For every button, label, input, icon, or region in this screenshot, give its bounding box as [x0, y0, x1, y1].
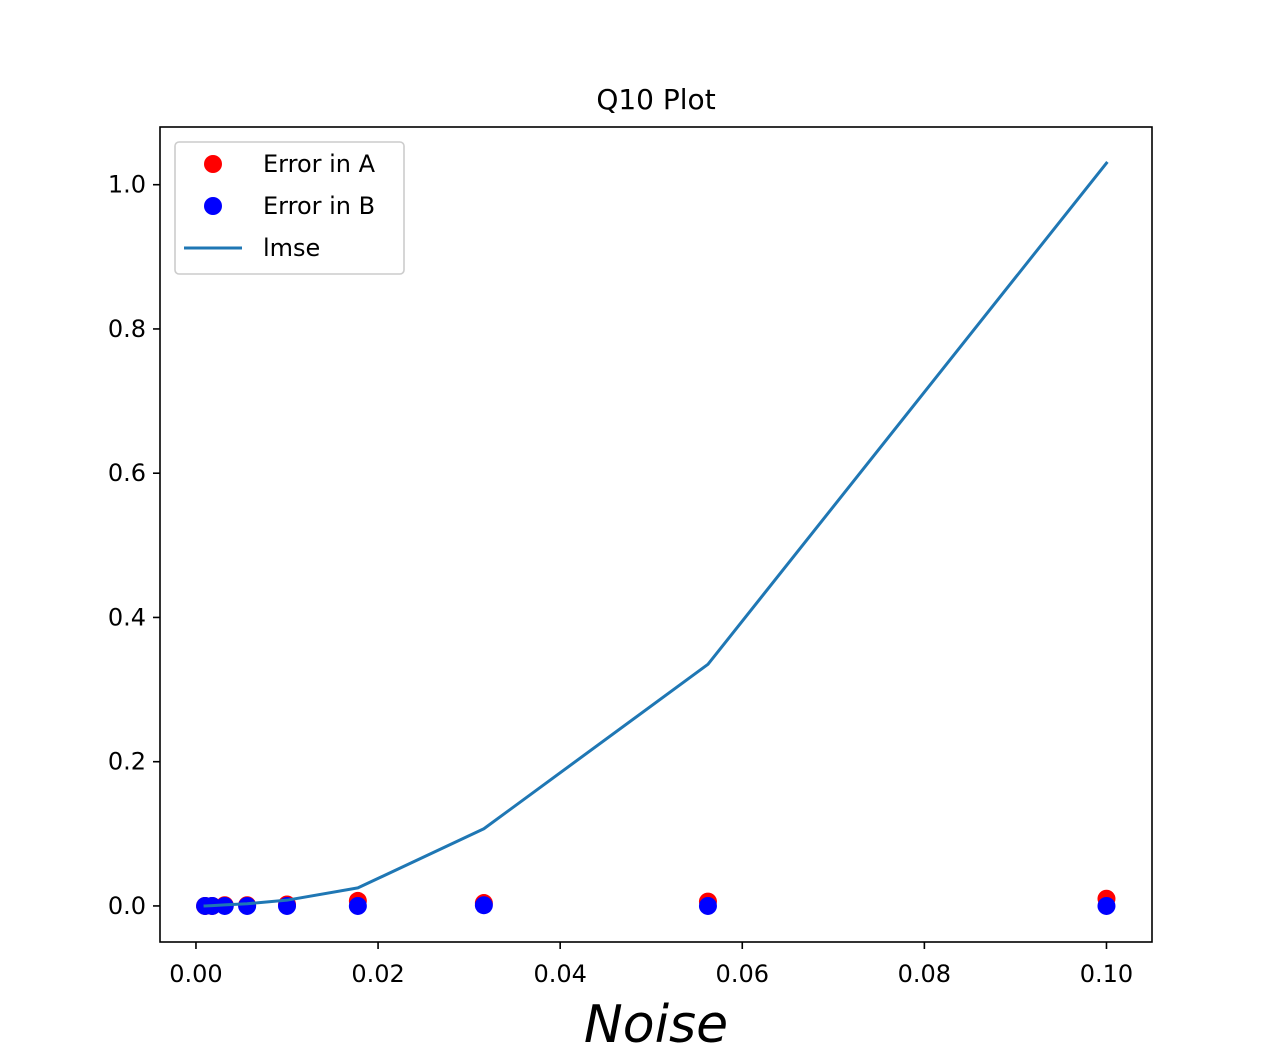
- chart-title: Q10 Plot: [596, 83, 715, 116]
- y-tick-label: 0.2: [108, 748, 146, 776]
- legend-label: Error in A: [263, 150, 376, 178]
- series-lmse: [203, 160, 1109, 908]
- data-point: [238, 896, 257, 915]
- x-tick-label: 0.00: [169, 960, 222, 988]
- plot-area: [196, 160, 1116, 915]
- x-tick-label: 0.10: [1080, 960, 1133, 988]
- y-tick-label: 0.4: [108, 603, 146, 631]
- y-tick-label: 1.0: [108, 171, 146, 199]
- data-point: [474, 896, 493, 915]
- x-tick-label: 0.04: [533, 960, 586, 988]
- legend: Error in A Error in B lmse: [174, 141, 405, 275]
- series-line: [203, 160, 1109, 908]
- axes-frame: [159, 126, 1153, 943]
- data-point: [1097, 896, 1116, 915]
- x-tick-label: 0.02: [351, 960, 404, 988]
- x-tick-label: 0.08: [898, 960, 951, 988]
- x-axis: 0.00 0.02 0.04 0.06 0.08 0.10: [169, 942, 1133, 988]
- legend-marker-swatch: [204, 197, 222, 215]
- y-tick-label: 0.0: [108, 892, 146, 920]
- legend-label: Error in B: [263, 192, 375, 220]
- legend-marker-swatch: [204, 155, 222, 173]
- y-axis: 0.0 0.2 0.4 0.6 0.8 1.0: [108, 171, 160, 920]
- data-point: [348, 896, 367, 915]
- data-point: [698, 896, 717, 915]
- series-error-in-b: [196, 896, 1116, 915]
- y-tick-label: 0.6: [108, 459, 146, 487]
- legend-label: lmse: [263, 234, 320, 262]
- legend-box: [174, 141, 405, 275]
- y-tick-label: 0.8: [108, 315, 146, 343]
- x-tick-label: 0.06: [716, 960, 769, 988]
- x-axis-label: Noise: [584, 995, 728, 1055]
